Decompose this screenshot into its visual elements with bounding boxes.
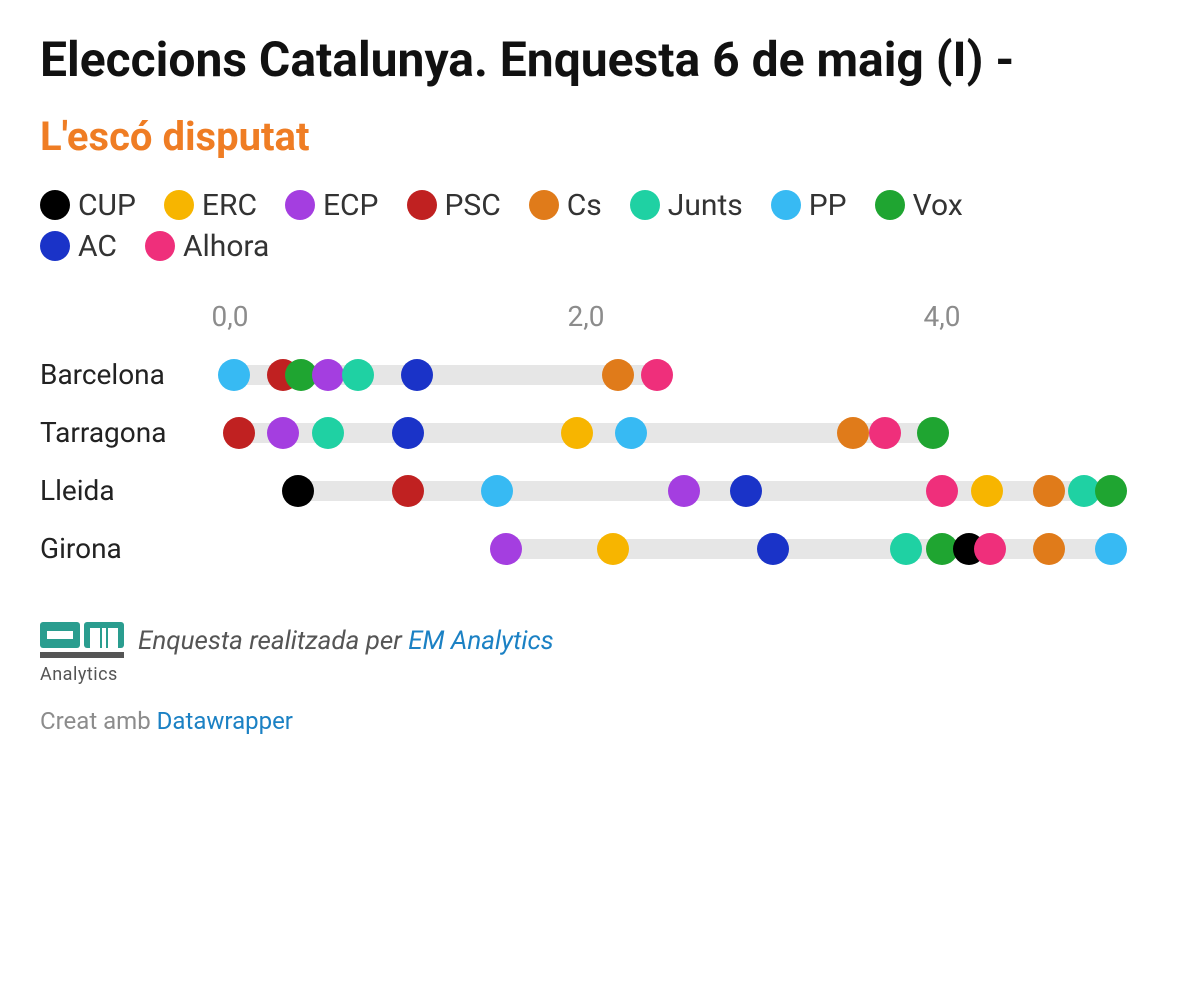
data-dot (602, 359, 634, 391)
data-dot (641, 359, 673, 391)
chart-container: Eleccions Catalunya. Enquesta 6 de maig … (0, 0, 1200, 765)
legend-label: ECP (323, 188, 379, 223)
legend-item: PP (771, 188, 847, 223)
data-dot (837, 417, 869, 449)
em-logo-icon (40, 622, 124, 662)
legend-swatch (630, 190, 660, 220)
data-dot (917, 417, 949, 449)
row-canvas (230, 462, 1120, 520)
data-dot (392, 417, 424, 449)
legend-item: Cs (529, 188, 602, 223)
data-dot (926, 475, 958, 507)
axis-tick: 0,0 (212, 300, 249, 333)
chart-title: Eleccions Catalunya. Enquesta 6 de maig … (40, 32, 1160, 89)
legend-swatch (771, 190, 801, 220)
data-dot (757, 533, 789, 565)
axis-tick: 4,0 (924, 300, 961, 333)
legend-swatch (40, 190, 70, 220)
data-dot (401, 359, 433, 391)
source-block: Analytics Enquesta realitzada per EM Ana… (40, 622, 1160, 685)
source-text: Enquesta realitzada per EM Analytics (138, 622, 554, 656)
data-dot (869, 417, 901, 449)
data-dot (668, 475, 700, 507)
legend-item: Vox (875, 188, 963, 223)
legend-label: Junts (668, 188, 743, 223)
row-label: Girona (40, 532, 220, 565)
chart-row: Barcelona (230, 346, 1120, 404)
legend-swatch (164, 190, 194, 220)
legend-item: AC (40, 229, 117, 264)
data-dot (312, 359, 344, 391)
data-dot (1095, 475, 1127, 507)
source-link[interactable]: EM Analytics (408, 626, 554, 656)
legend-swatch (875, 190, 905, 220)
chart-row: Girona (230, 520, 1120, 578)
data-dot (490, 533, 522, 565)
legend-label: Cs (567, 188, 602, 223)
data-dot (218, 359, 250, 391)
data-dot (312, 417, 344, 449)
data-dot (1033, 533, 1065, 565)
legend-swatch (529, 190, 559, 220)
data-dot (1095, 533, 1127, 565)
chart-subtitle: L'escó disputat (40, 113, 1160, 160)
credit-line: Creat amb Datawrapper (40, 707, 1160, 735)
data-dot (1033, 475, 1065, 507)
credit-prefix: Creat amb (40, 707, 157, 735)
data-dot (615, 417, 647, 449)
legend-label: ERC (202, 188, 257, 223)
legend-swatch (40, 231, 70, 261)
data-dot (971, 475, 1003, 507)
legend: CUP ERC ECP PSC Cs Junts PP Vox AC Alhora (40, 188, 1060, 264)
data-dot (481, 475, 513, 507)
legend-item: PSC (407, 188, 501, 223)
chart-row: Tarragona (230, 404, 1120, 462)
data-dot (392, 475, 424, 507)
legend-item: Alhora (145, 229, 269, 264)
data-dot (974, 533, 1006, 565)
row-canvas (230, 346, 1120, 404)
data-dot (267, 417, 299, 449)
source-logo: Analytics (40, 622, 124, 685)
legend-item: CUP (40, 188, 136, 223)
row-label: Tarragona (40, 416, 220, 449)
row-label: Barcelona (40, 358, 220, 391)
logo-subtext: Analytics (40, 664, 118, 685)
legend-label: Vox (913, 188, 963, 223)
legend-swatch (285, 190, 315, 220)
data-dot (730, 475, 762, 507)
legend-label: Alhora (183, 229, 269, 264)
data-dot (597, 533, 629, 565)
data-dot (342, 359, 374, 391)
x-axis: 0,02,04,0 (230, 300, 1120, 346)
legend-item: ECP (285, 188, 379, 223)
data-dot (890, 533, 922, 565)
legend-label: PSC (445, 188, 501, 223)
legend-swatch (145, 231, 175, 261)
legend-label: PP (809, 188, 847, 223)
data-dot (282, 475, 314, 507)
legend-label: CUP (78, 188, 136, 223)
row-canvas (230, 404, 1120, 462)
chart-area: 0,02,04,0 BarcelonaTarragonaLleidaGirona (230, 300, 1120, 578)
chart-row: Lleida (230, 462, 1120, 520)
row-canvas (230, 520, 1120, 578)
data-dot (223, 417, 255, 449)
legend-swatch (407, 190, 437, 220)
row-label: Lleida (40, 474, 220, 507)
legend-item: Junts (630, 188, 743, 223)
credit-link[interactable]: Datawrapper (157, 707, 293, 735)
legend-label: AC (78, 229, 117, 264)
axis-tick: 2,0 (568, 300, 605, 333)
data-dot (561, 417, 593, 449)
legend-item: ERC (164, 188, 257, 223)
source-prefix: Enquesta realitzada per (138, 626, 408, 656)
